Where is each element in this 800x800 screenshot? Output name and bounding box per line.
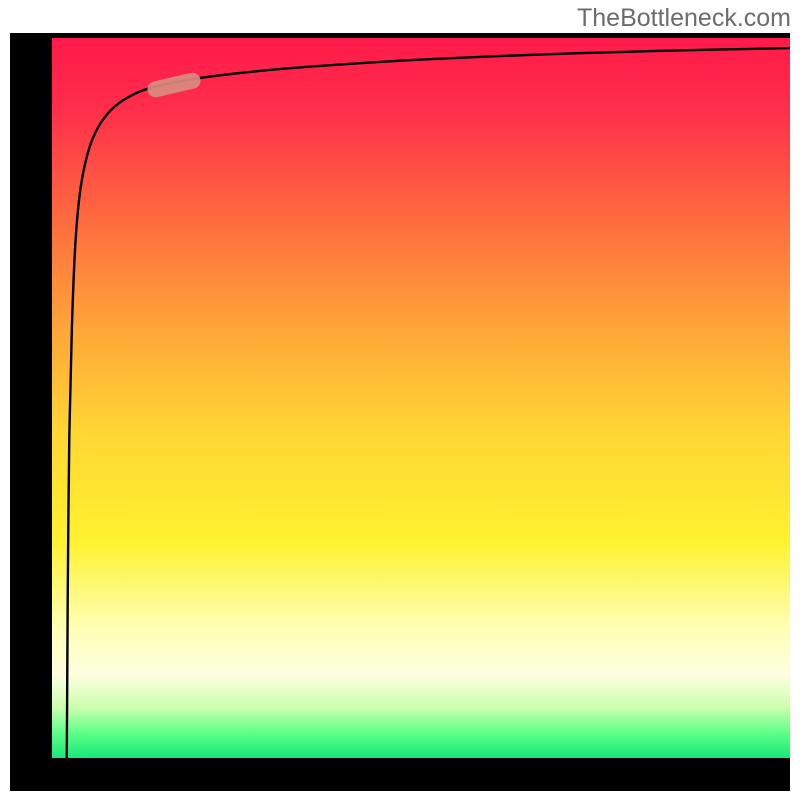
plot-area	[52, 38, 790, 758]
trend-curve-path	[67, 48, 790, 758]
trend-curve	[52, 38, 790, 758]
watermark-text: TheBottleneck.com	[577, 4, 791, 33]
chart-viewport: TheBottleneck.com	[0, 0, 800, 800]
